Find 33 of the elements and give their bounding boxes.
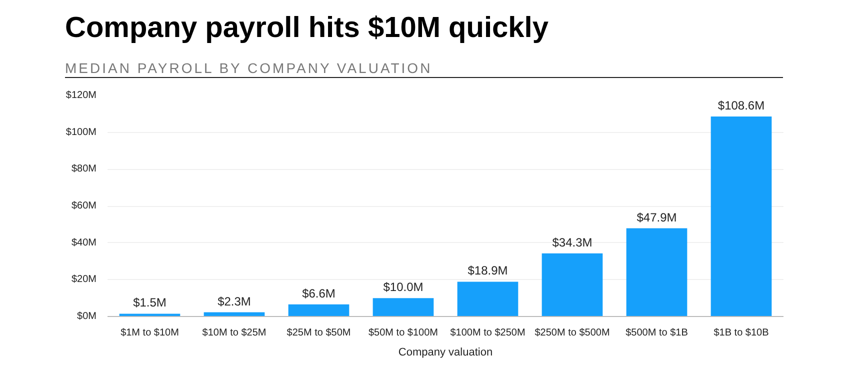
chart-title: Company payroll hits $10M quickly bbox=[65, 11, 548, 46]
x-tick-label: $1M to $10M bbox=[120, 328, 179, 338]
y-tick-label: $120M bbox=[66, 90, 96, 101]
bar bbox=[710, 116, 772, 316]
data-label: $6.6M bbox=[302, 286, 336, 300]
x-tick-label: $25M to $50M bbox=[286, 328, 351, 338]
x-tick-label: $250M to $500M bbox=[534, 328, 610, 338]
data-label: $108.6M bbox=[718, 98, 765, 112]
bar bbox=[119, 314, 180, 316]
data-label: $18.9M bbox=[468, 264, 508, 278]
x-tick-label: $100M to $250M bbox=[450, 328, 526, 338]
bar bbox=[626, 228, 688, 316]
data-label: $47.9M bbox=[636, 210, 677, 224]
y-tick-label: $0M bbox=[77, 311, 96, 322]
data-label: $1.5M bbox=[133, 296, 166, 310]
bar bbox=[542, 253, 603, 316]
x-tick-label: $10M to $25M bbox=[202, 328, 266, 338]
y-tick-label: $20M bbox=[71, 274, 96, 286]
y-tick-label: $100M bbox=[66, 126, 96, 138]
y-tick-label: $40M bbox=[71, 237, 96, 248]
bar bbox=[288, 304, 350, 316]
data-label: $2.3M bbox=[218, 294, 251, 308]
bar bbox=[372, 298, 434, 316]
x-tick-label: $500M to $1B bbox=[626, 328, 688, 338]
x-axis-title: Company valuation bbox=[398, 346, 493, 358]
bar bbox=[457, 282, 518, 316]
x-tick-label: $1B to $10B bbox=[714, 328, 770, 338]
data-label: $34.3M bbox=[552, 235, 592, 250]
chart-subtitle: MEDIAN PAYROLL BY COMPANY VALUATION bbox=[65, 59, 432, 78]
y-tick-label: $60M bbox=[71, 200, 96, 212]
y-tick-label: $80M bbox=[71, 164, 96, 175]
data-label: $10.0M bbox=[383, 280, 424, 294]
x-tick-label: $50M to $100M bbox=[368, 328, 438, 338]
